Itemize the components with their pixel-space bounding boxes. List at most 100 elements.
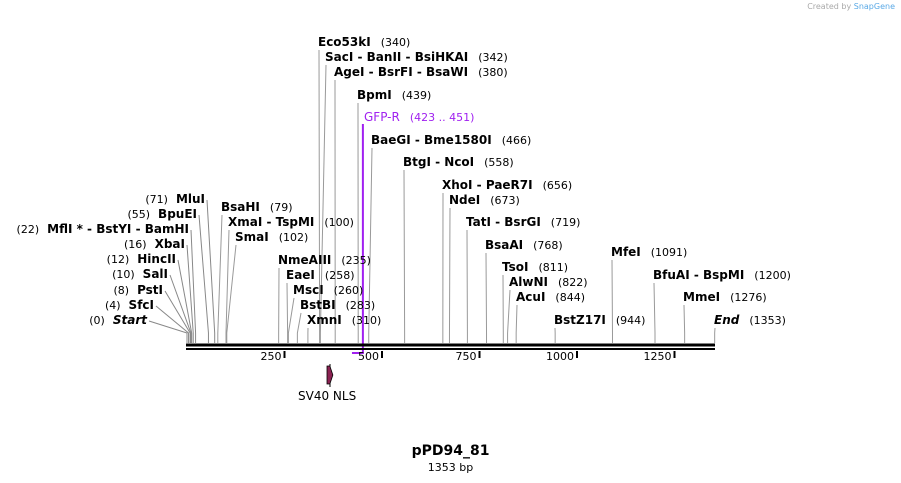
site-name: BstZ17I [554, 313, 606, 327]
site-name: XbaI [154, 237, 185, 251]
site-cut-line [206, 199, 216, 343]
site-label-msci[interactable]: MscI (260) [293, 283, 363, 298]
site-name: MscI [293, 283, 324, 297]
primer-position: (423 .. 451) [409, 111, 475, 124]
site-cut-line [448, 207, 451, 343]
site-position: (260) [333, 284, 364, 297]
site-name: Start [112, 313, 147, 327]
site-position: (258) [324, 269, 355, 282]
site-label-bpuei[interactable]: (55) BpuEI [127, 207, 197, 222]
site-position: (673) [490, 194, 520, 207]
site-position: (71) [145, 193, 168, 206]
site-cut-line [683, 304, 686, 343]
site-position: (1091) [650, 246, 688, 259]
site-position: (811) [538, 261, 569, 274]
site-label-ndei[interactable]: NdeI (673) [449, 193, 520, 208]
site-name: SfcI [128, 298, 154, 312]
site-label-bpmi[interactable]: BpmI (439) [357, 88, 431, 103]
site-label-bfuai[interactable]: BfuAI - BspMI (1200) [653, 268, 791, 283]
feature-arrow[interactable] [326, 365, 334, 385]
primer-label[interactable]: GFP-R (423 .. 451) [364, 110, 474, 125]
site-label-bsahi[interactable]: BsaHI (79) [221, 200, 293, 215]
site-label-baegi[interactable]: BaeGI - Bme1580I (466) [371, 133, 531, 148]
site-label-bsaai[interactable]: BsaAI (768) [485, 238, 563, 253]
site-label-alwni[interactable]: AlwNI (822) [509, 275, 588, 290]
site-name: NmeAIII [278, 253, 332, 267]
site-cut-line [319, 64, 327, 343]
site-cut-line [403, 169, 406, 343]
site-label-eaei[interactable]: EaeI (258) [286, 268, 355, 283]
site-name: XhoI - PaeR7I [442, 178, 533, 192]
site-label-bstz17i[interactable]: BstZ17I (944) [554, 313, 645, 328]
axis-tick-label: 500 [358, 350, 379, 363]
site-position: (283) [345, 299, 376, 312]
site-label-sfci[interactable]: (4) SfcI [105, 298, 154, 313]
site-position: (466) [501, 134, 532, 147]
site-label-mlui[interactable]: (71) MluI [145, 192, 205, 207]
site-label-agei[interactable]: AgeI - BsrFI - BsaWI (380) [334, 65, 508, 80]
site-position: (944) [615, 314, 646, 327]
site-label-start[interactable]: (0) Start [89, 313, 147, 328]
site-position: (558) [484, 156, 514, 169]
site-position: (310) [351, 314, 382, 327]
site-cut-line [190, 229, 197, 343]
site-label-mmei[interactable]: MmeI (1276) [683, 290, 767, 305]
site-name: TatI - BsrGI [466, 215, 541, 229]
site-label-mfli[interactable]: (22) MflI * - BstYI - BamHI [17, 222, 189, 237]
site-label-tati[interactable]: TatI - BsrGI (719) [466, 215, 580, 230]
site-label-xmni[interactable]: XmnI (310) [307, 313, 381, 328]
site-label-acui[interactable]: AcuI (844) [516, 290, 585, 305]
site-label-xbai[interactable]: (16) XbaI [124, 237, 185, 252]
site-label-hincii[interactable]: (12) HincII [107, 252, 176, 267]
site-name: PstI [137, 283, 163, 297]
site-cut-line [148, 320, 188, 343]
site-name: HincII [137, 252, 176, 266]
site-cut-line [198, 214, 209, 343]
site-label-smai[interactable]: SmaI (102) [235, 230, 308, 245]
site-label-mfei[interactable]: MfeI (1091) [611, 245, 687, 260]
credit-prefix: Created by [807, 2, 852, 11]
site-cut-line [226, 244, 237, 343]
map-size: 1353 bp [427, 461, 474, 474]
site-label-sali[interactable]: (10) SalI [112, 267, 168, 282]
site-label-nmeaiii[interactable]: NmeAIII (235) [278, 253, 371, 268]
site-name: BstBI [300, 298, 336, 312]
site-name: MfeI [611, 245, 641, 259]
site-position: (55) [127, 208, 151, 221]
site-name: XmnI [307, 313, 342, 327]
site-cut-line [368, 147, 373, 343]
site-label-tsoi[interactable]: TsoI (811) [502, 260, 568, 275]
site-label-saci[interactable]: SacI - BanII - BsiHKAI (342) [325, 50, 508, 65]
site-position: (340) [380, 36, 411, 49]
site-position: (656) [542, 179, 573, 192]
site-name: AlwNI [509, 275, 548, 289]
site-label-btgi[interactable]: BtgI - NcoI (558) [403, 155, 514, 170]
site-cut-line [653, 282, 656, 343]
site-cut-line [177, 259, 193, 343]
axis-tick-label: 1250 [643, 350, 672, 363]
site-name: BfuAI - BspMI [653, 268, 745, 282]
site-position: (822) [558, 276, 588, 289]
site-label-xmai[interactable]: XmaI - TspMI (100) [228, 215, 354, 230]
credit-brand: SnapGene [853, 2, 895, 11]
site-cut-line [515, 304, 518, 343]
site-name: BsaHI [221, 200, 260, 214]
primer-name: GFP-R [364, 110, 400, 124]
primer-arrow[interactable] [351, 124, 364, 354]
site-position: (10) [112, 268, 135, 281]
feature-label[interactable]: SV40 NLS [298, 389, 357, 403]
site-name: BaeGI - Bme1580I [371, 133, 492, 147]
site-name: BpmI [357, 88, 392, 102]
site-label-xhoi[interactable]: XhoI - PaeR7I (656) [442, 178, 572, 193]
site-cut-line [287, 297, 295, 343]
site-label-end[interactable]: End (1353) [714, 313, 786, 328]
site-position: (8) [113, 284, 130, 297]
site-name: End [714, 313, 740, 327]
site-name: BpuEI [158, 207, 197, 221]
site-cut-line [217, 214, 223, 343]
site-label-eco53ki[interactable]: Eco53kI (340) [318, 35, 410, 50]
site-label-bstbi[interactable]: BstBI (283) [300, 298, 375, 313]
site-position: (102) [278, 231, 309, 244]
site-position: (380) [478, 66, 508, 79]
site-label-psti[interactable]: (8) PstI [113, 283, 163, 298]
